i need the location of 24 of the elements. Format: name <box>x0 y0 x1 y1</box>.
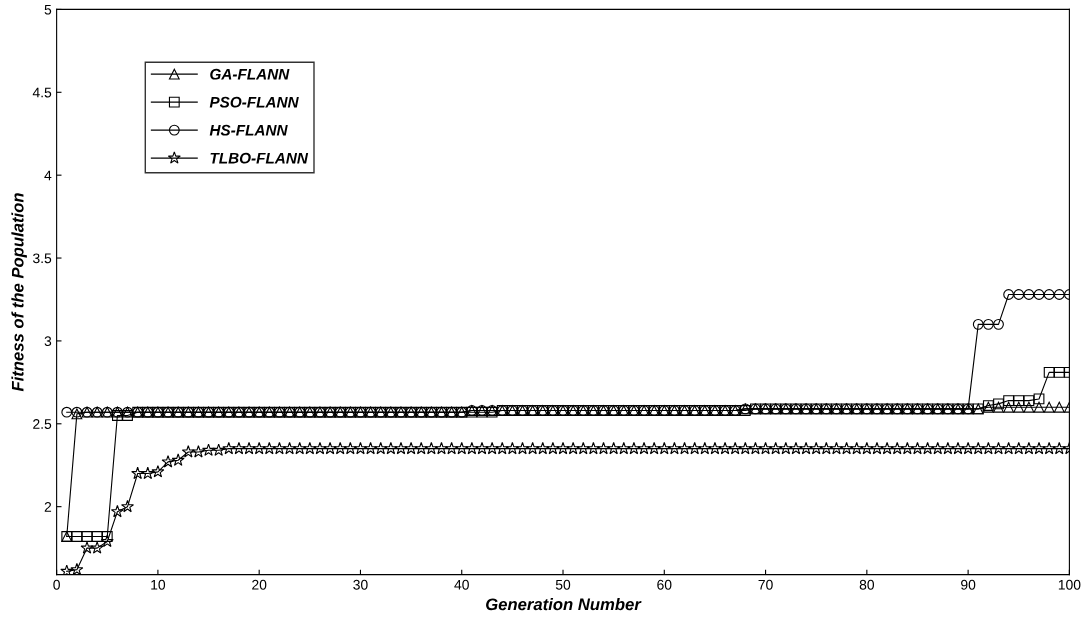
y-tick-label: 3.5 <box>32 253 52 264</box>
x-tick-label: 30 <box>353 579 368 590</box>
x-tick-label: 10 <box>151 579 166 590</box>
y-tick-label: 4 <box>44 170 52 181</box>
x-tick-label: 0 <box>53 579 60 590</box>
legend-label: GA-FLANN <box>210 68 290 80</box>
x-tick-label: 100 <box>1058 579 1081 590</box>
x-tick-label: 80 <box>859 579 875 590</box>
y-axis-title: Fitness of the Population <box>11 193 27 392</box>
legend-label: HS-FLANN <box>209 124 288 136</box>
y-tick-label: 3 <box>44 336 52 347</box>
x-tick-label: 70 <box>758 579 773 590</box>
legend-label: PSO-FLANN <box>209 96 299 108</box>
x-axis-title: Generation Number <box>486 597 642 611</box>
y-tick-label: 2.5 <box>33 419 52 429</box>
x-tick-label: 60 <box>657 579 672 590</box>
x-tick-label: 40 <box>454 579 469 590</box>
y-tick-label: 5 <box>44 4 52 15</box>
x-tick-label: 90 <box>961 579 976 590</box>
y-tick-label: 2 <box>44 502 52 512</box>
y-tick-label: 4.5 <box>32 87 52 98</box>
x-tick-label: 50 <box>555 579 571 590</box>
legend-label: TLBO-FLANN <box>210 152 309 164</box>
x-tick-label: 20 <box>252 579 267 590</box>
